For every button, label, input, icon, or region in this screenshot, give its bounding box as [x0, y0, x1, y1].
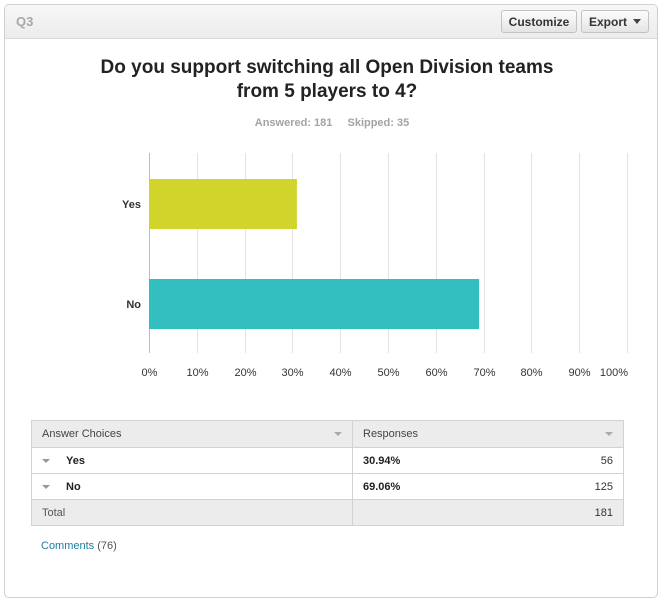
export-button[interactable]: Export [581, 10, 649, 33]
chart-category-labels: Yes No [122, 199, 141, 311]
x-tick-label: 60% [425, 367, 447, 379]
category-label: No [126, 299, 141, 311]
card-header: Q3 Customize Export [5, 5, 657, 39]
bar-chart: Yes No 0% 10% 20% 30% 40% 50% 60% 70% 80% 90% 100% [122, 153, 629, 379]
total-count-cell: 181 [352, 499, 624, 526]
bar-yes[interactable] [149, 179, 297, 229]
total-label-cell: Total [31, 499, 353, 526]
x-tick-label: 70% [473, 367, 495, 379]
response-cell: 30.94% 56 [352, 447, 624, 474]
expand-arrow-icon[interactable] [42, 484, 50, 489]
answer-choices-header[interactable]: Answer Choices [31, 420, 353, 448]
response-count: 125 [594, 480, 613, 493]
comments-link-row: Comments (76) [41, 540, 117, 552]
response-cell: 69.06% 125 [352, 473, 624, 500]
table-row: No 69.06% 125 [31, 473, 624, 500]
answer-choice-cell: Yes [31, 447, 353, 474]
answer-choice-cell: No [31, 473, 353, 500]
answer-choice-label: Yes [66, 454, 85, 467]
total-count: 181 [594, 506, 613, 519]
x-tick-label: 20% [234, 367, 256, 379]
table-header-row: Answer Choices Responses [31, 420, 624, 448]
customize-button-label: Customize [508, 14, 570, 29]
x-tick-label: 10% [186, 367, 208, 379]
category-label: Yes [122, 199, 141, 211]
chart-tick-labels: 0% 10% 20% 30% 40% 50% 60% 70% 80% 90% 100% [142, 367, 629, 379]
x-tick-label: 30% [281, 367, 303, 379]
answer-choices-header-label: Answer Choices [42, 428, 122, 440]
x-tick-label: 100% [600, 367, 628, 379]
x-tick-label: 50% [377, 367, 399, 379]
chart-title: Do you support switching all Open Divisi… [100, 57, 554, 102]
x-tick-label: 80% [520, 367, 542, 379]
responses-header[interactable]: Responses [352, 420, 624, 448]
response-stats: Answered: 181 Skipped: 35 [0, 117, 664, 129]
comments-link[interactable]: Comments [41, 540, 95, 552]
table-row: Yes 30.94% 56 [31, 447, 624, 474]
expand-arrow-icon[interactable] [42, 458, 50, 463]
skipped-count: Skipped: 35 [347, 117, 410, 129]
answer-choice-label: No [66, 480, 81, 493]
chevron-down-icon [633, 19, 641, 24]
x-tick-label: 40% [329, 367, 351, 379]
table-total-row: Total 181 [31, 499, 624, 526]
response-count: 56 [600, 454, 613, 467]
comments-count: (76) [97, 540, 117, 552]
responses-header-label: Responses [363, 428, 419, 440]
x-tick-label: 0% [142, 367, 158, 379]
x-tick-label: 90% [568, 367, 590, 379]
customize-button[interactable]: Customize [501, 10, 577, 33]
response-percent: 30.94% [363, 454, 401, 467]
total-label: Total [42, 506, 66, 519]
answered-count: Answered: 181 [254, 117, 333, 129]
sort-arrow-icon [334, 432, 342, 436]
bar-no[interactable] [149, 279, 480, 329]
question-number: Q3 [16, 14, 34, 29]
responses-table: Answer Choices Responses Yes 30.94% 56 N… [31, 420, 624, 526]
sort-arrow-icon [605, 432, 613, 436]
chart-bars [149, 179, 480, 329]
export-button-label: Export [588, 14, 627, 29]
response-percent: 69.06% [363, 480, 401, 493]
